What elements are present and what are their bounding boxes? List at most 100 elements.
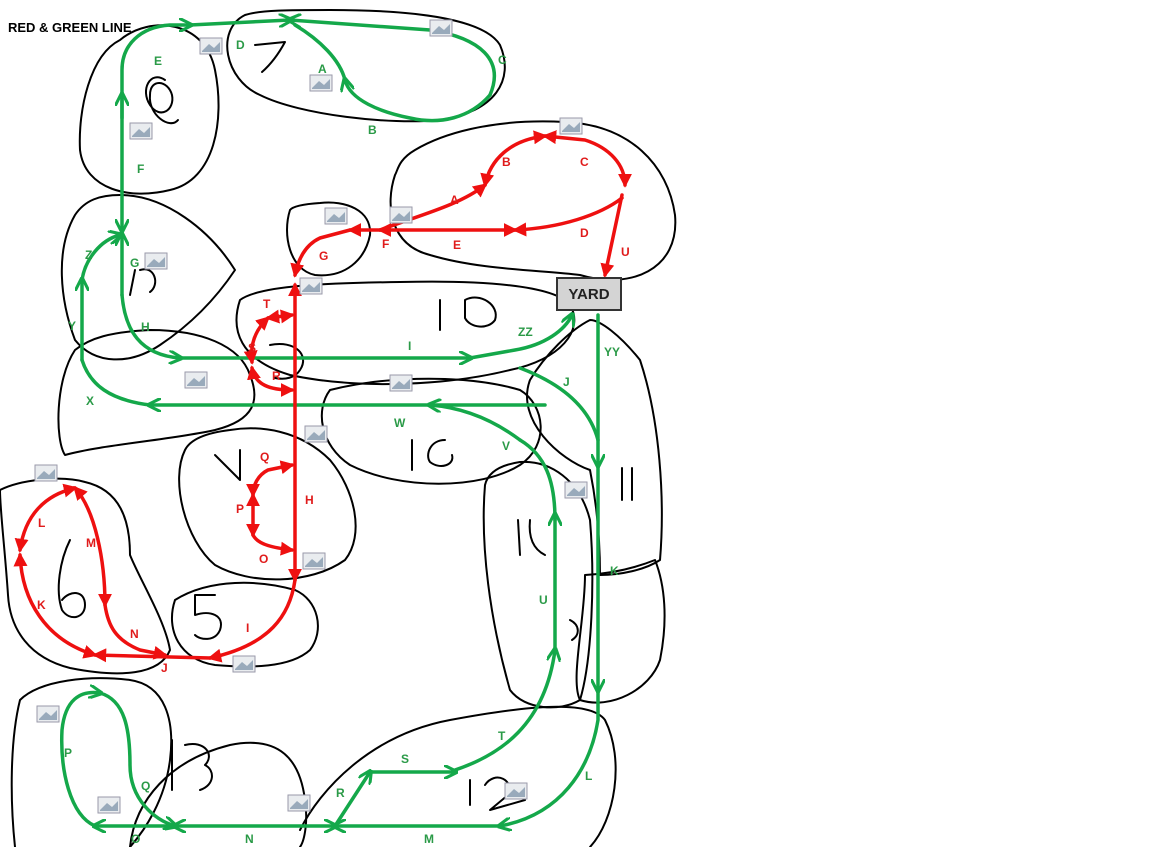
- station-icon: [389, 206, 413, 224]
- block-outline-13: [129, 741, 308, 847]
- red-section-k: [13, 552, 98, 659]
- block-outline-a: [226, 9, 506, 123]
- green-label-n: N: [245, 832, 254, 846]
- green-label-d: D: [236, 38, 245, 52]
- station-icon: [199, 37, 223, 55]
- green-label-w: W: [394, 416, 406, 430]
- block-outline-x: [57, 329, 256, 456]
- block-outline-p: [10, 677, 173, 847]
- green-label-b: B: [368, 123, 377, 137]
- green-section-b: [345, 80, 492, 123]
- red-label-c: C: [580, 155, 589, 169]
- block-numbers: [57, 41, 633, 811]
- block-number-6: [57, 539, 86, 619]
- red-section-r: [247, 365, 295, 397]
- block-outline-g: [286, 201, 372, 277]
- red-label-t: T: [263, 297, 271, 311]
- red-section-b: [480, 130, 548, 188]
- red-labels: A B C D E F G H I J K L M N O P Q R S T …: [37, 155, 630, 675]
- green-label-yy: YY: [604, 345, 620, 359]
- green-label-t: T: [498, 729, 506, 743]
- green-label-v: V: [502, 439, 510, 453]
- block-number-5: [194, 594, 222, 640]
- green-label-h: H: [141, 320, 150, 334]
- block-outline-z: [60, 194, 236, 361]
- station-icon: [287, 794, 311, 812]
- block-number-14-4: [214, 449, 241, 481]
- red-label-l: L: [38, 516, 45, 530]
- red-label-b: B: [502, 155, 511, 169]
- station-icon: [36, 705, 60, 723]
- station-icon: [429, 19, 453, 37]
- red-section-d: [512, 196, 624, 237]
- green-section-p: [60, 692, 100, 828]
- station-icon: [299, 277, 323, 295]
- green-label-k: K: [610, 564, 619, 578]
- red-label-p: P: [236, 502, 244, 516]
- station-icon: [304, 425, 328, 443]
- red-section-i: [207, 578, 297, 663]
- station-icon: [309, 74, 333, 92]
- red-label-f: F: [382, 237, 389, 251]
- station-icon: [129, 122, 153, 140]
- station-icons: [34, 19, 588, 814]
- station-icon: [389, 374, 413, 392]
- yard-box: YARD: [556, 277, 622, 311]
- green-label-z: Z: [85, 248, 92, 262]
- green-section-e: [120, 25, 190, 120]
- block-outlines: [0, 9, 677, 847]
- red-label-g: G: [319, 249, 328, 263]
- block-number-g-1: [129, 268, 157, 296]
- green-label-u: U: [539, 593, 548, 607]
- red-label-h: H: [305, 493, 314, 507]
- green-label-s: S: [401, 752, 409, 766]
- block-number-11: [621, 467, 633, 501]
- red-label-k: K: [37, 598, 46, 612]
- green-section-x-curve: [80, 358, 152, 407]
- red-section-m: [73, 485, 112, 608]
- green-label-f: F: [137, 162, 144, 176]
- red-line: [13, 130, 632, 663]
- station-icon: [144, 252, 168, 270]
- station-icon: [559, 117, 583, 135]
- green-label-e: E: [154, 54, 162, 68]
- green-label-r: R: [336, 786, 345, 800]
- red-label-a: A: [450, 193, 459, 207]
- red-label-m: M: [86, 536, 96, 550]
- red-section-s: [265, 309, 295, 324]
- station-icon: [504, 782, 528, 800]
- green-label-y: Y: [68, 319, 76, 333]
- station-icon: [564, 481, 588, 499]
- red-label-d: D: [580, 226, 589, 240]
- red-label-n: N: [130, 627, 139, 641]
- block-number-13: [171, 739, 213, 791]
- green-section-j: [518, 366, 600, 442]
- green-label-a: A: [318, 62, 327, 76]
- green-section-t: [453, 650, 555, 772]
- green-label-zz: ZZ: [518, 325, 533, 339]
- red-label-j: J: [161, 661, 168, 675]
- red-section-l: [14, 483, 78, 553]
- block-outline-15: [320, 377, 542, 485]
- block-number-8: [145, 76, 179, 125]
- green-section-l: [500, 688, 600, 826]
- block-number-10: [439, 296, 497, 331]
- red-label-i: I: [246, 621, 249, 635]
- block-outline-red-a: [389, 120, 677, 281]
- block-number-15: [411, 439, 454, 471]
- green-label-q: Q: [141, 779, 150, 793]
- green-label-i: I: [408, 339, 411, 353]
- block-outline-e: [78, 24, 220, 195]
- block-outline-12: [299, 705, 617, 847]
- station-icon: [97, 796, 121, 814]
- station-icon: [302, 552, 326, 570]
- green-section-h: [120, 293, 180, 358]
- block-outline-4: [178, 427, 357, 581]
- block-number-3: [569, 619, 579, 641]
- station-icon: [184, 371, 208, 389]
- green-label-o: O: [131, 832, 140, 846]
- green-line: [60, 20, 600, 828]
- red-label-r: R: [272, 369, 281, 383]
- block-outline-11: [526, 319, 663, 576]
- block-outline-14: [482, 460, 594, 709]
